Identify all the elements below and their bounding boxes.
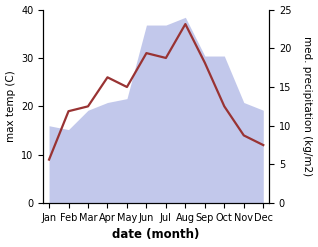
Y-axis label: med. precipitation (kg/m2): med. precipitation (kg/m2) xyxy=(302,36,313,176)
X-axis label: date (month): date (month) xyxy=(113,228,200,242)
Y-axis label: max temp (C): max temp (C) xyxy=(5,70,16,142)
